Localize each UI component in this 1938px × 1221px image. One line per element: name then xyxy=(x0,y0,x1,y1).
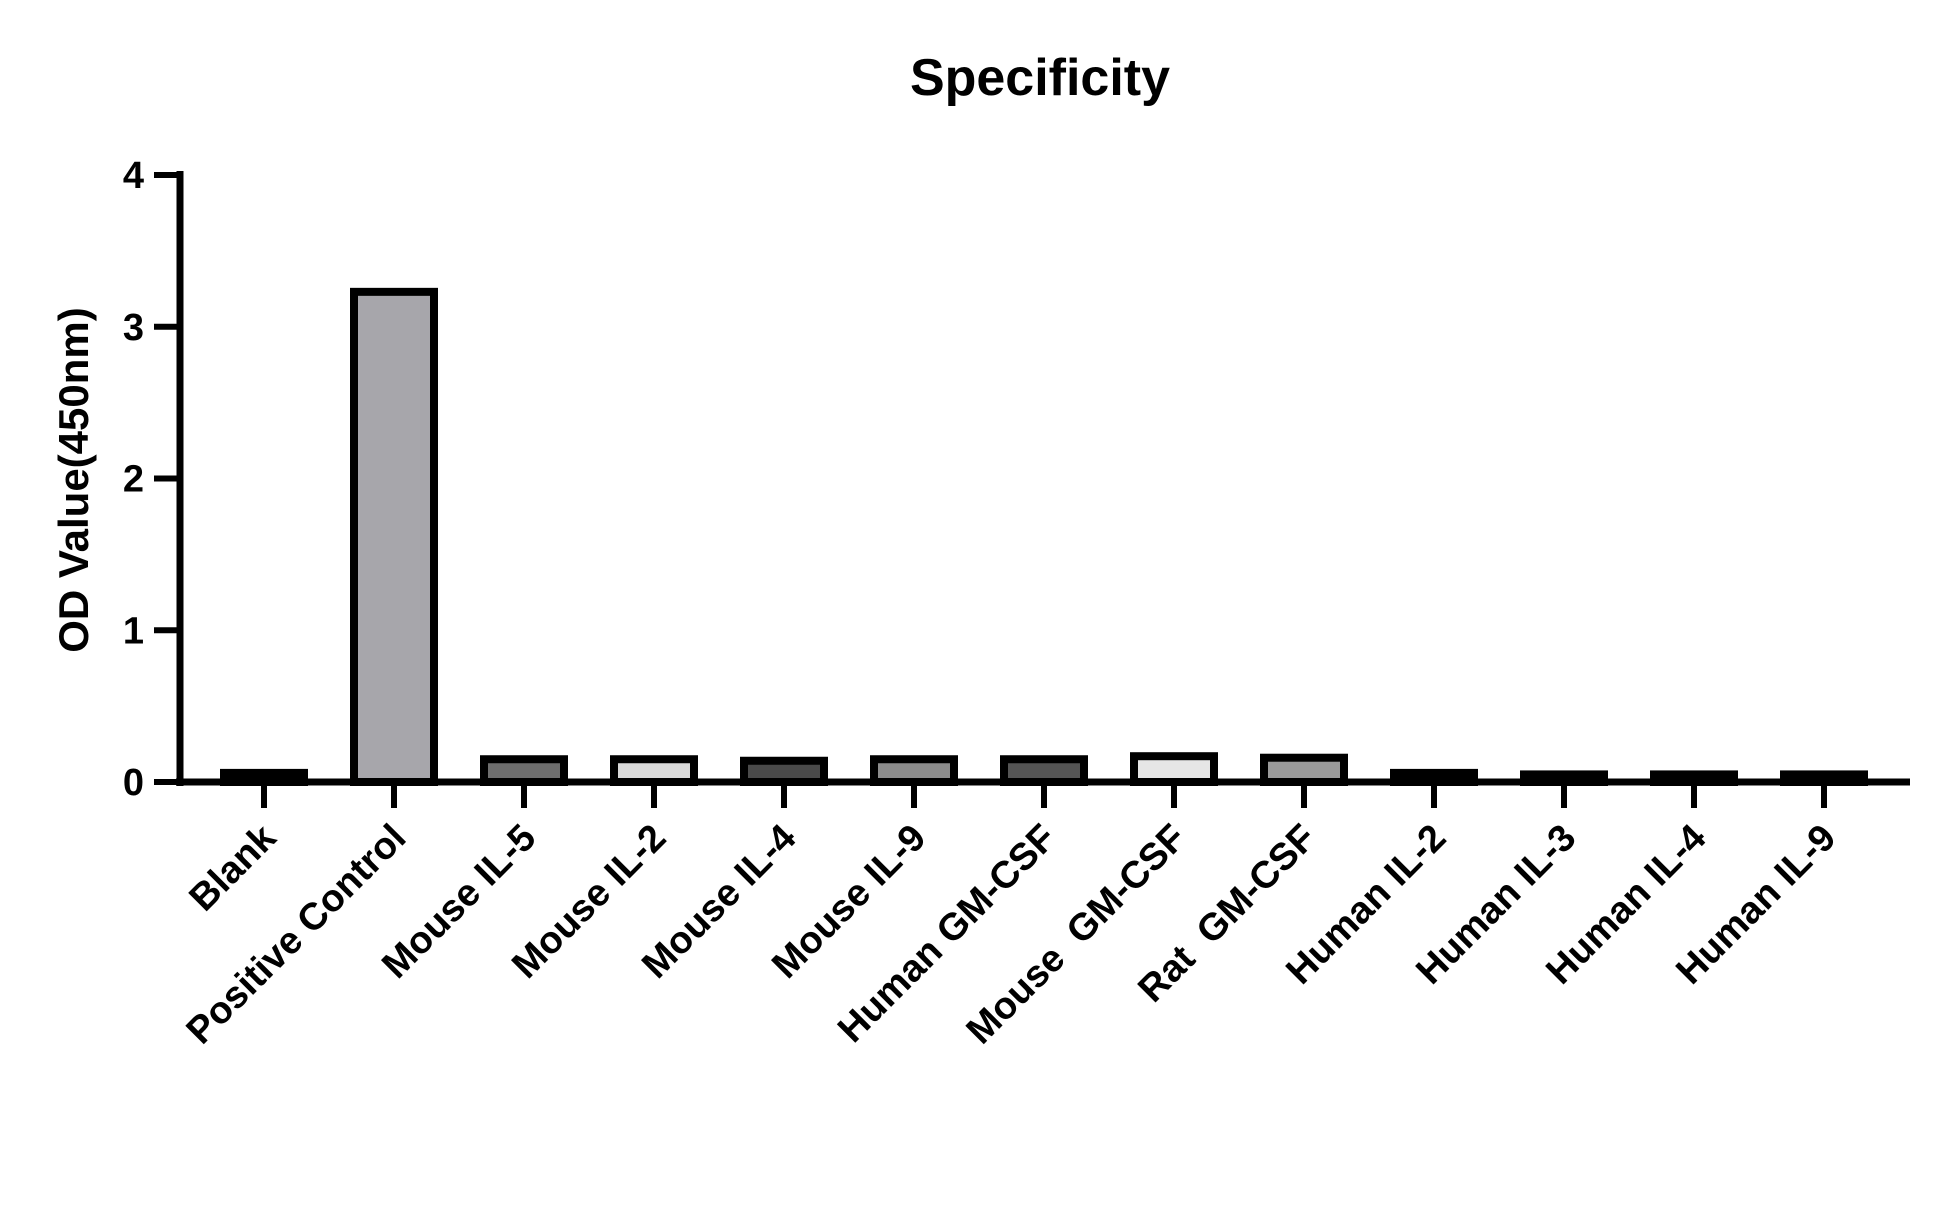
y-tick-label: 1 xyxy=(123,610,144,652)
bar xyxy=(1130,752,1218,787)
bars-group xyxy=(220,287,1868,787)
bar xyxy=(350,287,438,786)
x-tick-label: Human GM-CSF xyxy=(830,817,1064,1051)
bar xyxy=(1260,753,1348,786)
x-tick-label: Positive Control xyxy=(179,817,415,1053)
y-axis-label: OD Value(450nm) xyxy=(50,307,97,652)
y-ticks-group: 0 1 2 3 4 xyxy=(123,155,180,804)
x-tick-label: Blank xyxy=(181,816,284,919)
y-tick-label: 4 xyxy=(123,155,144,197)
x-tick-label: Mouse GM-CSF xyxy=(959,817,1195,1053)
y-tick-label: 2 xyxy=(123,459,144,501)
y-tick-label: 3 xyxy=(123,307,144,349)
y-tick-label: 0 xyxy=(123,762,144,804)
chart-title: Specificity xyxy=(910,49,1170,107)
